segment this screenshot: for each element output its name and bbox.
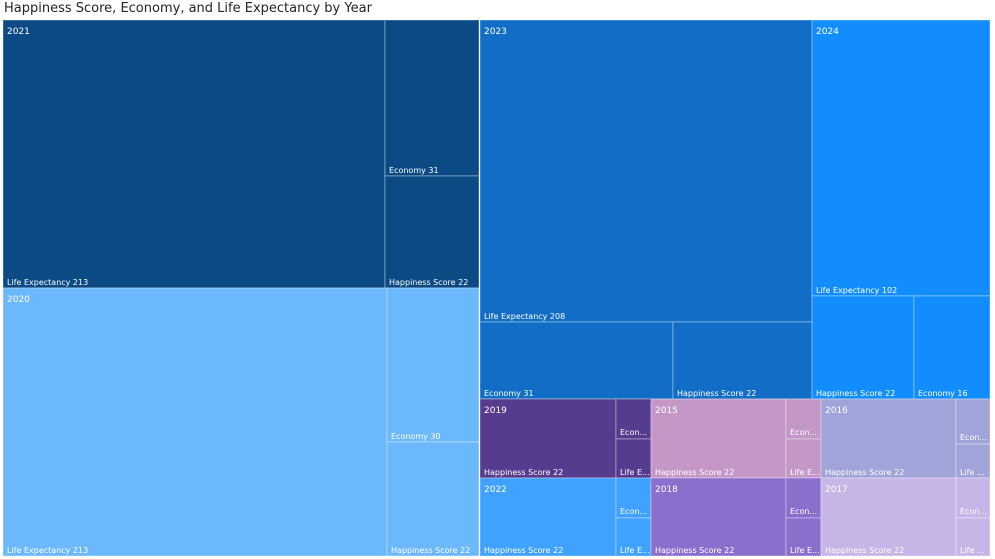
- cell-label-2020-3: Happiness Score 22: [391, 546, 470, 555]
- treemap-cell-2018-2[interactable]: [785, 477, 822, 519]
- treemap-group-2023[interactable]: 2023 Life Expectancy 208 Economy 31 Happine…: [479, 19, 813, 400]
- group-label-2016: 2016: [825, 406, 848, 416]
- cell-label-2021-3: Happiness Score 22: [389, 278, 468, 287]
- cell-label-2022-1: Happiness Score 22: [484, 546, 563, 555]
- cell-label-2017-3: Life ...: [960, 546, 985, 555]
- cell-label-2015-3: Life E...: [790, 468, 820, 477]
- treemap-cell-2022-2[interactable]: [615, 477, 652, 519]
- cell-label-2020-1: Life Expectancy 213: [7, 546, 88, 555]
- treemap-cell-2018-1[interactable]: [650, 477, 787, 557]
- treemap-cell-2021-2[interactable]: [384, 19, 480, 177]
- cell-label-2021-2: Economy 31: [389, 166, 439, 175]
- treemap-cell-2015-1[interactable]: [650, 398, 787, 479]
- treemap-cell-2024-1[interactable]: [811, 19, 991, 297]
- treemap-group-2016[interactable]: 2016 Happiness Score 22 Econ... Life ...: [820, 398, 991, 479]
- group-label-2015: 2015: [655, 406, 678, 416]
- group-label-2019: 2019: [484, 406, 507, 416]
- group-label-2017: 2017: [825, 485, 848, 495]
- treemap-cell-2023-1[interactable]: [479, 19, 813, 323]
- cell-label-2017-2: Econ...: [960, 507, 987, 516]
- cell-label-2023-3: Happiness Score 22: [677, 389, 756, 398]
- cell-label-2018-2: Econ...: [790, 507, 817, 516]
- cell-label-2018-3: Life E...: [790, 546, 820, 555]
- chart-title: Happiness Score, Economy, and Life Expec…: [4, 1, 372, 16]
- treemap-group-2019[interactable]: 2019 Happiness Score 22 Econ... Life E...: [479, 398, 652, 479]
- treemap-cell-2020-1[interactable]: [2, 287, 388, 557]
- cell-label-2017-1: Happiness Score 22: [825, 546, 904, 555]
- cell-label-2024-1: Life Expectancy 102: [816, 286, 897, 295]
- treemap-cell-2016-2[interactable]: [955, 398, 991, 445]
- treemap-group-2017[interactable]: 2017 Happiness Score 22 Econ... Life ...: [820, 477, 991, 557]
- treemap-cell-2017-3[interactable]: [955, 517, 991, 557]
- cell-label-2019-3: Life E...: [620, 468, 650, 477]
- treemap-group-2021[interactable]: 2021 Life Expectancy 213 Economy 31 Happine…: [2, 19, 480, 289]
- treemap-cell-2021-1[interactable]: [2, 19, 386, 289]
- cell-label-2020-2: Economy 30: [391, 432, 441, 441]
- cell-label-2022-3: Life E...: [620, 546, 650, 555]
- group-label-2020: 2020: [7, 295, 30, 305]
- treemap-cell-2022-3[interactable]: [615, 517, 652, 557]
- cell-label-2016-1: Happiness Score 22: [825, 468, 904, 477]
- cell-label-2019-2: Econ...: [620, 428, 647, 437]
- treemap-group-2020[interactable]: 2020 Life Expectancy 213 Economy 30 Happine…: [2, 287, 480, 557]
- treemap-cell-2020-3[interactable]: [386, 441, 480, 557]
- treemap-cell-2023-2[interactable]: [479, 321, 674, 400]
- treemap-cell-2015-3[interactable]: [785, 438, 822, 479]
- cell-label-2023-2: Economy 31: [484, 389, 534, 398]
- cell-label-2024-3: Economy 16: [918, 389, 968, 398]
- treemap-cell-2022-1[interactable]: [479, 477, 617, 557]
- cell-label-2024-2: Happiness Score 22: [816, 389, 895, 398]
- cell-label-2015-1: Happiness Score 22: [655, 468, 734, 477]
- cell-label-2019-1: Happiness Score 22: [484, 468, 563, 477]
- group-label-2021: 2021: [7, 27, 30, 37]
- treemap-cell-2023-3[interactable]: [672, 321, 813, 400]
- cell-label-2021-1: Life Expectancy 213: [7, 278, 88, 287]
- group-label-2024: 2024: [816, 27, 839, 37]
- group-label-2023: 2023: [484, 27, 507, 37]
- cell-label-2016-2: Econ...: [960, 433, 987, 442]
- treemap-cell-2016-3[interactable]: [955, 443, 991, 479]
- treemap-cell-2017-2[interactable]: [955, 477, 991, 519]
- treemap-cell-2016-1[interactable]: [820, 398, 957, 479]
- treemap-cell-2024-3[interactable]: [913, 295, 991, 400]
- group-label-2018: 2018: [655, 485, 678, 495]
- cell-label-2016-3: Life ...: [960, 468, 985, 477]
- treemap-cell-2020-2[interactable]: [386, 287, 480, 443]
- treemap-group-2015[interactable]: 2015 Happiness Score 22 Econ... Life E...: [650, 398, 822, 479]
- treemap-group-2024[interactable]: 2024 Life Expectancy 102 Happiness Score 2…: [811, 19, 991, 400]
- cell-label-2022-2: Econ...: [620, 507, 647, 516]
- cell-label-2015-2: Econ...: [790, 428, 817, 437]
- cell-label-2023-1: Life Expectancy 208: [484, 312, 565, 321]
- treemap-group-2018[interactable]: 2018 Happiness Score 22 Econ... Life E...: [650, 477, 822, 557]
- treemap-cell-2018-3[interactable]: [785, 517, 822, 557]
- cell-label-2018-1: Happiness Score 22: [655, 546, 734, 555]
- treemap-cell-2024-2[interactable]: [811, 295, 915, 400]
- treemap-cell-2021-3[interactable]: [384, 175, 480, 289]
- treemap-group-2022[interactable]: 2022 Happiness Score 22 Econ... Life E...: [479, 477, 652, 557]
- group-label-2022: 2022: [484, 485, 507, 495]
